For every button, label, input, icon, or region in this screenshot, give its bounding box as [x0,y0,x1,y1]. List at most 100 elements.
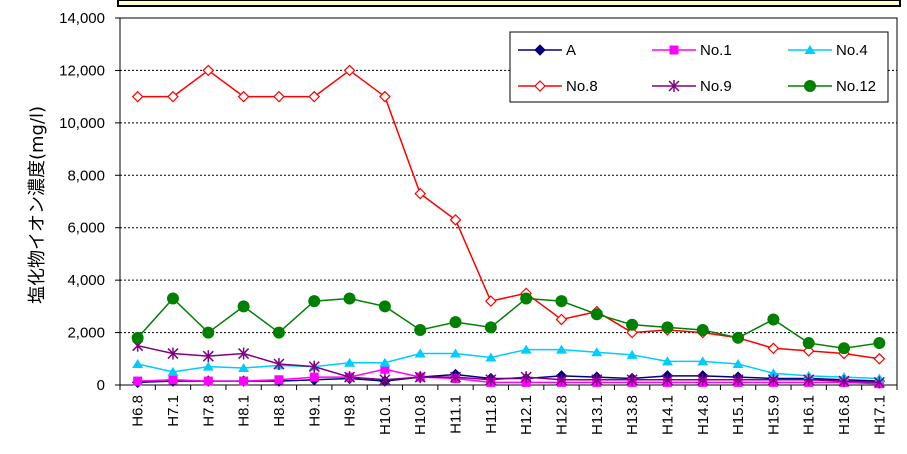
legend-no12-label: No.12 [836,78,876,95]
x-tick-label: H11.1 [448,395,465,434]
x-tick-label: H10.1 [377,395,394,435]
series-no12-marker [696,323,709,336]
x-tick-label: H15.1 [730,395,747,435]
series-no12-marker [661,321,674,334]
legend-no4: No.4 [788,42,868,59]
x-tick-label: H17.1 [871,395,888,435]
series-no4-marker [379,357,391,367]
series-no9-marker [273,358,285,371]
series-no12-marker [272,326,285,339]
series-no12-marker [626,318,639,331]
series-no1-line [137,368,880,385]
y-tick-label: 2,000 [67,325,105,342]
legend-a-marker [534,44,546,56]
series-no9-marker [661,373,673,386]
series-no4-line [137,348,880,380]
series-no9-marker [379,373,391,386]
legend-no9-marker [668,80,680,92]
x-tick-label: H12.1 [518,395,535,435]
series-no9-marker [767,373,779,386]
y-tick-label: 6,000 [67,220,105,237]
x-tick-label: H13.1 [589,395,606,435]
series-no9-marker [838,375,850,388]
series-no12-marker [308,295,321,308]
legend-no4-label: No.4 [836,42,868,59]
legend-a-label: A [566,42,576,59]
series-no4-marker [520,344,532,354]
y-tick-label: 4,000 [67,272,105,289]
legend: A No.1 No.4 No.8 No.9 No.12 [509,31,889,103]
x-tick-label: H7.1 [165,395,182,427]
series-no12-marker [484,321,497,334]
legend-a: A [518,42,576,59]
series-no1-marker [380,364,390,374]
series-no9-marker [697,373,709,386]
y-tick-label: 12,000 [59,62,105,79]
legend-no8-label: No.8 [566,78,598,95]
x-tick-label: H7.8 [200,395,217,427]
x-tick-label: H11.8 [483,395,500,434]
x-tick-label: H8.8 [271,395,288,427]
x-tick-label: H14.1 [659,395,676,435]
series-no8-marker [202,64,215,77]
y-tick-label: 14,000 [59,10,105,27]
series-no8-marker [167,90,179,103]
series-no12-marker [732,331,745,344]
legend-no12-marker [804,80,816,92]
series-no9-marker [308,360,320,373]
series-no4-marker [732,359,744,369]
series-no9-marker [803,373,815,386]
series-no9-marker [202,350,214,363]
x-tick-label: H13.8 [624,395,641,435]
x-tick-label: H16.8 [836,395,853,435]
series-no4-marker [555,344,567,354]
series-no12 [131,292,886,355]
series-no8-marker [484,295,497,307]
series-no8-marker [131,90,144,103]
legend-no9: No.9 [652,78,732,95]
x-tick-label: H12.8 [553,395,570,435]
legend-no1-marker [669,45,679,55]
series-no8-marker [237,90,250,103]
series-no8-marker [555,313,568,326]
series-no9-marker [555,373,568,386]
series-no8-marker [873,352,886,365]
series-no4-marker [167,366,179,376]
gridlines [120,69,897,334]
y-tick-label: 10,000 [59,115,105,132]
x-tick-label: H6.8 [130,395,147,427]
series-no9-marker [873,376,885,389]
series-no9-marker [167,347,179,360]
series-no12-marker [237,300,250,313]
x-tick-label: H14.8 [695,395,712,435]
series-no12-marker [767,313,780,326]
y-axis: 0 2,000 4,000 6,000 8,000 10,000 12,000 14,000 [59,10,120,394]
series-no1-marker [239,376,249,386]
series-no4-marker [238,362,250,372]
legend-no4-marker [804,45,816,54]
y-tick-label: 8,000 [67,167,105,184]
series-no12-marker [378,300,391,313]
legend-no1: No.1 [652,42,732,59]
series-no4-marker [414,348,426,358]
series-no12-marker [166,292,179,305]
series-no12-marker [555,295,568,308]
series-no8-line [137,69,880,360]
series-no8-marker [273,90,285,103]
series-no9-marker [485,373,497,386]
x-tick-label: H16.1 [801,395,818,435]
series-no4-marker [344,357,356,367]
series-no12-marker [343,292,356,305]
series-no4-marker [661,356,673,366]
series-no4-marker [202,361,214,371]
series-no12-marker [449,316,462,329]
legend-no9-label: No.9 [700,78,732,95]
series-no1-marker [168,375,178,385]
series-no12-marker [873,337,886,350]
series-no1-marker [133,376,143,386]
series-no4-marker [132,359,144,369]
series-no8-marker [414,187,427,200]
y-axis-label: 塩化物イオン濃度(mg/l) [27,106,48,304]
series-no9-marker [344,371,356,384]
